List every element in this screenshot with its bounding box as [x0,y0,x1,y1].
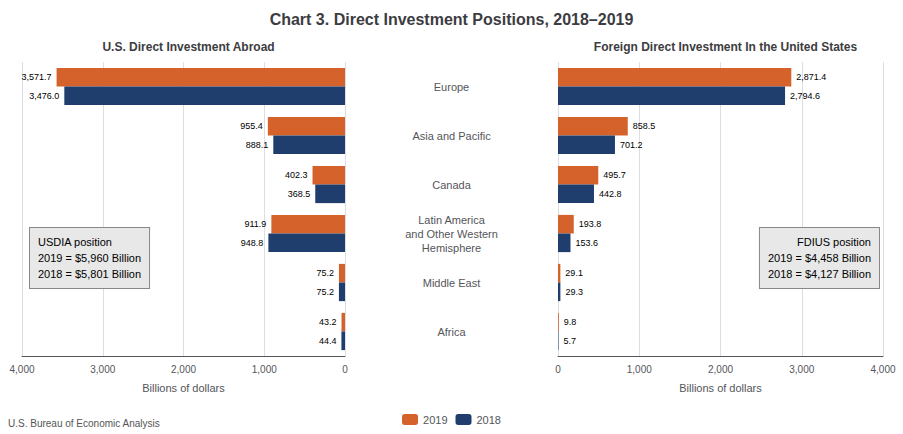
svg-text:75.2: 75.2 [316,268,334,278]
svg-text:Billions of dollars: Billions of dollars [142,382,225,394]
svg-text:FDIUS position: FDIUS position [797,236,871,248]
svg-text:1,000: 1,000 [627,364,652,375]
svg-text:Foreign Direct Investment In t: Foreign Direct Investment In the United … [594,40,858,54]
svg-text:Asia and Pacific: Asia and Pacific [412,130,491,142]
svg-text:153.6: 153.6 [575,238,598,248]
svg-text:Hemisphere: Hemisphere [422,242,481,254]
svg-text:2,794.6: 2,794.6 [790,91,820,101]
svg-text:955.4: 955.4 [240,121,263,131]
svg-text:Middle East: Middle East [423,277,480,289]
svg-text:43.2: 43.2 [319,317,337,327]
svg-text:2,000: 2,000 [708,364,733,375]
svg-text:5.7: 5.7 [563,336,576,346]
svg-text:2019: 2019 [423,414,447,426]
svg-text:911.9: 911.9 [245,219,267,229]
svg-text:Europe: Europe [434,81,469,93]
svg-text:U.S. Direct Investment Abroad: U.S. Direct Investment Abroad [102,40,274,54]
svg-text:701.2: 701.2 [620,140,643,150]
svg-text:Billions of dollars: Billions of dollars [679,382,762,394]
svg-text:948.8: 948.8 [241,238,264,248]
svg-text:USDIA position: USDIA position [38,236,112,248]
svg-text:9.8: 9.8 [564,317,577,327]
svg-text:2018 = $4,127 Billion: 2018 = $4,127 Billion [768,268,871,280]
svg-text:Chart 3. Direct Investment Pos: Chart 3. Direct Investment Positions, 20… [270,11,634,28]
svg-text:75.2: 75.2 [316,287,334,297]
svg-text:and Other Western: and Other Western [405,228,498,240]
svg-text:888.1: 888.1 [246,140,269,150]
svg-text:4,000: 4,000 [9,364,34,375]
svg-text:Canada: Canada [432,179,471,191]
svg-text:Latin America: Latin America [418,214,486,226]
svg-text:3,476.0: 3,476.0 [29,91,59,101]
svg-text:U.S. Bureau of Economic Analys: U.S. Bureau of Economic Analysis [8,418,160,429]
svg-text:29.3: 29.3 [565,287,583,297]
svg-text:858.5: 858.5 [633,121,656,131]
svg-text:2,000: 2,000 [171,364,196,375]
svg-text:2,871.4: 2,871.4 [796,72,826,82]
svg-text:2019 = $5,960 Billion: 2019 = $5,960 Billion [38,252,141,264]
svg-text:402.3: 402.3 [285,170,308,180]
svg-text:442.8: 442.8 [599,189,622,199]
svg-text:3,000: 3,000 [789,364,814,375]
svg-text:3,571.7: 3,571.7 [22,72,52,82]
svg-text:0: 0 [342,364,348,375]
svg-text:0: 0 [555,364,561,375]
svg-text:2018: 2018 [477,414,501,426]
svg-text:3,000: 3,000 [90,364,115,375]
svg-text:1,000: 1,000 [252,364,277,375]
svg-text:495.7: 495.7 [603,170,626,180]
svg-text:2019 = $4,458 Billion: 2019 = $4,458 Billion [768,252,871,264]
svg-text:29.1: 29.1 [565,268,583,278]
svg-text:4,000: 4,000 [870,364,895,375]
svg-text:368.5: 368.5 [288,189,311,199]
svg-text:2018 = $5,801 Billion: 2018 = $5,801 Billion [38,268,141,280]
svg-text:Africa: Africa [437,326,466,338]
svg-text:193.8: 193.8 [579,219,602,229]
svg-text:44.4: 44.4 [319,336,337,346]
